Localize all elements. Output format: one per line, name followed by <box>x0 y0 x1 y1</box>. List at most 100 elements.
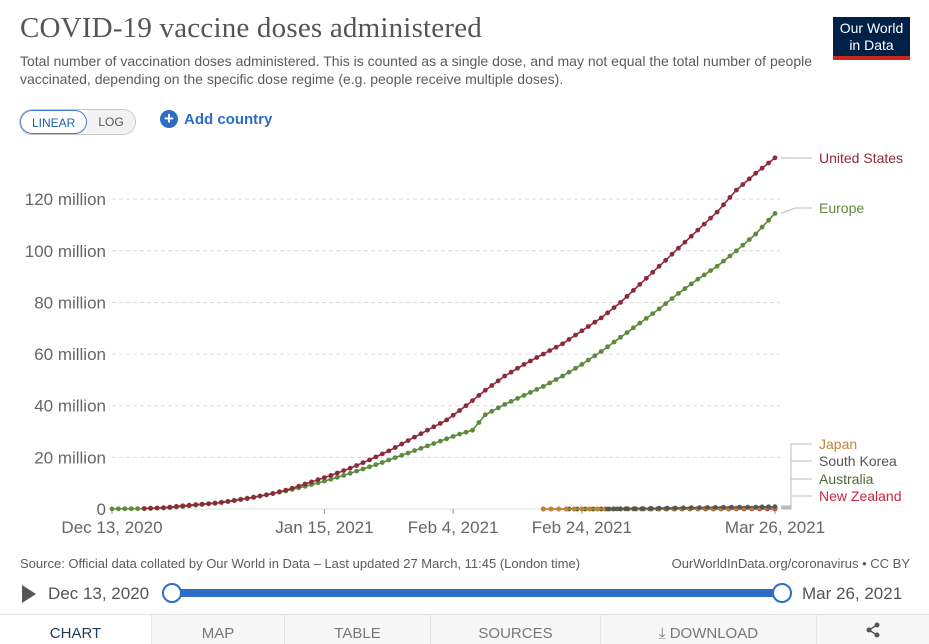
x-tick-label: Feb 24, 2021 <box>532 518 632 537</box>
tab-sources[interactable]: SOURCES <box>431 615 601 644</box>
data-point <box>598 349 604 354</box>
source-note: Source: Official data collated by Our Wo… <box>20 556 581 571</box>
data-point <box>598 315 604 321</box>
data-point <box>643 316 649 321</box>
series-line <box>111 212 776 510</box>
legend-united-states: United States <box>780 150 903 166</box>
data-point <box>714 263 720 269</box>
data-point <box>680 505 686 511</box>
data-point <box>508 369 514 375</box>
data-point <box>315 477 321 483</box>
data-point <box>148 505 154 511</box>
data-point <box>386 448 392 454</box>
data-series <box>109 155 778 512</box>
tab-share[interactable] <box>817 615 929 644</box>
data-point <box>347 470 353 476</box>
data-point <box>431 441 437 446</box>
data-point <box>650 311 656 316</box>
data-point <box>322 478 327 484</box>
data-point <box>450 412 456 418</box>
timeline-start-handle[interactable] <box>162 583 182 603</box>
data-point <box>656 505 662 511</box>
series-united-states <box>141 155 778 511</box>
add-country-button[interactable]: + Add country <box>160 110 272 128</box>
data-point <box>174 504 179 509</box>
log-scale-button[interactable]: LOG <box>87 110 135 134</box>
data-point <box>379 451 385 457</box>
data-point <box>399 441 405 447</box>
data-point <box>450 434 456 439</box>
data-point <box>167 504 173 510</box>
data-point <box>566 337 572 342</box>
data-point <box>753 504 759 510</box>
data-point <box>418 445 424 451</box>
data-point <box>463 403 469 409</box>
data-point <box>534 387 540 392</box>
data-point <box>109 506 115 512</box>
data-point <box>283 487 289 493</box>
linear-scale-button[interactable]: LINEAR <box>20 110 88 134</box>
data-point <box>708 268 713 273</box>
data-point <box>193 502 199 507</box>
license-link[interactable]: OurWorldInData.org/coronavirus • CC BY <box>671 556 910 571</box>
data-point <box>341 473 347 478</box>
data-point <box>556 506 562 512</box>
data-point <box>753 231 759 237</box>
data-point <box>540 384 546 389</box>
data-point <box>463 429 469 435</box>
tab-download[interactable]: ⤓ DOWNLOAD <box>601 615 817 644</box>
timeline-track[interactable] <box>172 589 782 597</box>
tab-chart[interactable]: CHART <box>0 615 152 644</box>
data-point <box>270 491 276 496</box>
data-point <box>257 493 263 499</box>
data-point <box>772 211 778 216</box>
timeline-end-handle[interactable] <box>772 583 792 603</box>
owid-logo[interactable]: Our World in Data <box>833 17 910 60</box>
y-axis-labels: 0 20 million 40 million 60 million 80 millio… <box>25 190 106 519</box>
data-point <box>225 499 231 504</box>
chart-title: COVID-19 vaccine doses administered <box>20 12 483 44</box>
data-point <box>444 417 450 423</box>
data-point <box>128 506 134 512</box>
data-point <box>425 427 430 433</box>
data-point <box>721 202 726 208</box>
data-point <box>309 479 314 485</box>
data-point <box>534 355 540 360</box>
data-point <box>740 182 746 187</box>
timeline: Dec 13, 2020 Mar 26, 2021 <box>0 580 929 608</box>
data-point <box>560 373 565 379</box>
data-point <box>412 448 417 453</box>
data-point <box>640 506 646 511</box>
data-point <box>437 421 443 426</box>
data-point <box>296 483 302 489</box>
data-point <box>289 485 295 491</box>
data-point <box>632 506 638 511</box>
tab-bar: CHART MAP TABLE SOURCES ⤓ DOWNLOAD <box>0 614 929 644</box>
data-point <box>379 460 385 465</box>
data-point <box>618 300 623 305</box>
data-point <box>766 217 771 223</box>
tab-table[interactable]: TABLE <box>285 615 431 644</box>
data-point <box>701 272 707 278</box>
data-point <box>637 320 643 326</box>
data-point <box>244 496 250 501</box>
data-point <box>746 176 752 182</box>
data-point <box>618 334 623 340</box>
data-point <box>186 502 192 508</box>
y-tick-label: 120 million <box>25 190 106 209</box>
play-icon[interactable] <box>22 585 36 603</box>
data-point <box>405 450 411 456</box>
data-point <box>141 506 147 511</box>
legend-label: United States <box>819 150 903 166</box>
data-point <box>425 443 430 449</box>
data-point <box>727 195 733 200</box>
data-point <box>605 344 610 350</box>
series-line <box>144 157 776 510</box>
legend-europe: Europe <box>780 200 864 216</box>
data-point <box>729 504 734 510</box>
tab-map[interactable]: MAP <box>152 615 285 644</box>
data-point <box>579 362 585 367</box>
data-point <box>688 505 694 511</box>
data-point <box>705 505 710 510</box>
